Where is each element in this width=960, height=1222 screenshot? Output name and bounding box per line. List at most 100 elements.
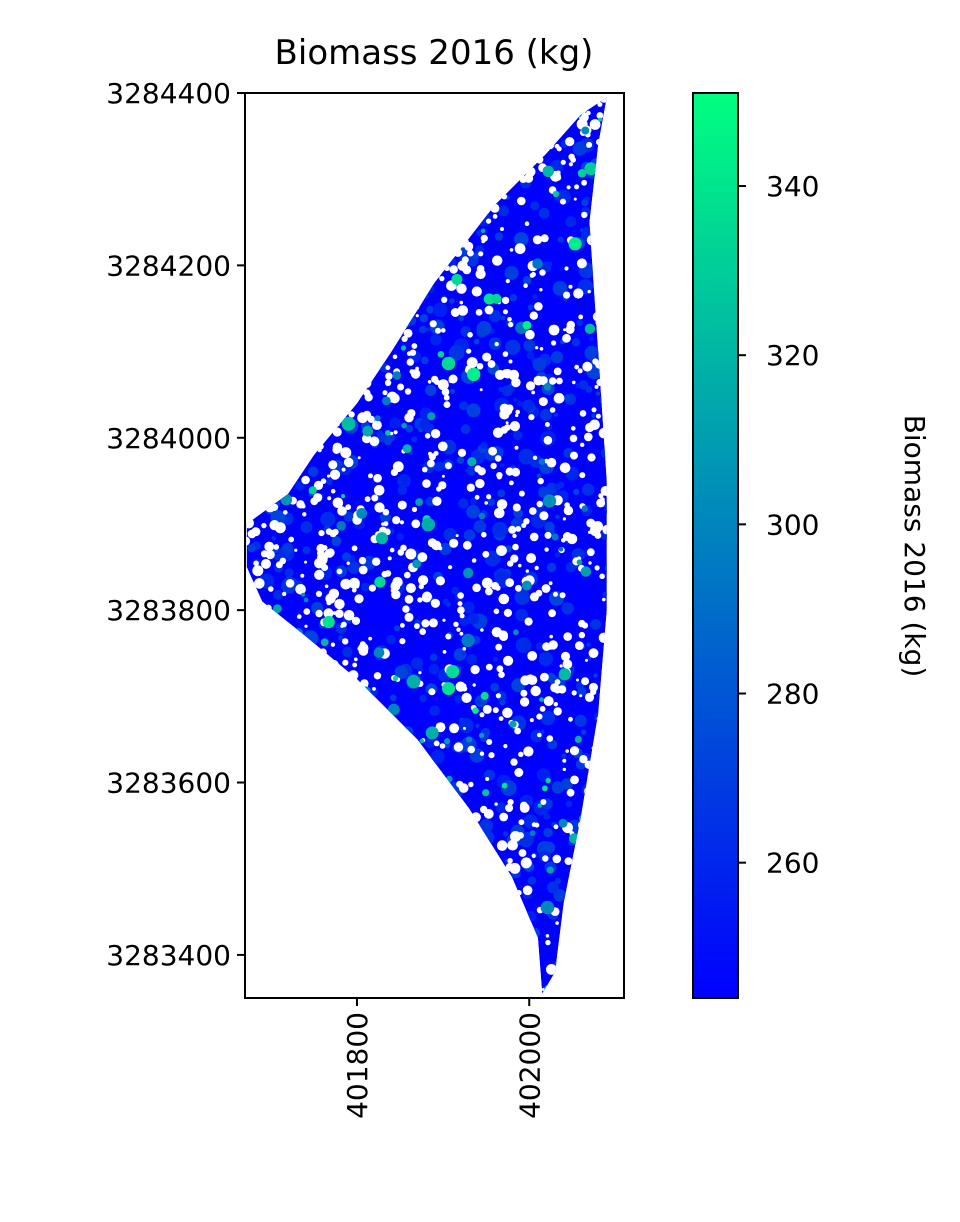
biomass-cell [345,373,358,386]
nodata-cell [373,484,385,496]
nodata-cell [308,278,316,286]
nodata-cell [379,956,383,960]
biomass-cell [407,316,417,326]
biomass-cell [292,383,307,398]
nodata-cell [327,474,331,478]
nodata-cell [600,797,606,803]
biomass-cell [563,394,571,402]
nodata-cell [557,685,567,694]
biomass-cell [298,198,307,206]
nodata-cell [618,798,624,804]
nodata-cell [522,885,533,896]
nodata-cell [479,388,483,392]
nodata-cell [451,959,462,970]
nodata-cell [335,609,344,618]
nodata-cell [247,298,255,307]
nodata-cell [548,377,557,385]
biomass-cell [246,168,257,179]
nodata-cell [301,268,305,273]
nodata-cell [285,873,294,881]
nodata-cell [338,130,346,138]
biomass-cell [479,819,494,833]
nodata-cell [528,414,535,421]
biomass-cell [269,810,279,820]
nodata-cell [260,702,271,713]
nodata-cell [246,151,253,158]
nodata-cell [320,814,328,822]
nodata-cell [491,932,500,941]
nodata-cell [396,225,406,236]
nodata-cell [336,568,343,575]
nodata-cell [258,155,268,166]
nodata-cell [616,736,624,744]
nodata-cell [592,311,603,322]
nodata-cell [328,127,334,133]
nodata-cell [264,679,271,686]
biomass-cell [530,201,540,211]
biomass-cell [434,242,442,249]
biomass-cell [532,294,538,300]
biomass-cell [606,504,607,520]
biomass-cell [312,656,323,667]
nodata-cell [539,706,546,712]
nodata-cell [336,949,347,960]
nodata-cell [570,156,576,163]
nodata-cell [339,398,348,407]
nodata-cell [381,522,385,526]
nodata-cell [603,982,607,989]
nodata-cell [346,97,355,101]
biomass-cell [494,137,501,145]
nodata-cell [464,241,474,251]
nodata-cell [482,704,492,714]
biomass-cell-high [340,494,346,499]
nodata-cell [343,610,355,621]
nodata-cell [514,727,521,735]
biomass-cell [294,696,300,703]
nodata-cell [294,794,304,805]
nodata-cell [319,648,327,656]
nodata-cell [251,491,257,497]
biomass-cell [333,166,338,172]
biomass-cell [462,601,475,614]
nodata-cell [610,512,616,518]
nodata-cell [298,870,307,879]
nodata-cell [371,245,377,251]
nodata-cell [294,548,298,552]
nodata-cell [354,715,363,724]
nodata-cell [442,618,446,622]
nodata-cell [318,932,324,938]
biomass-cell [413,150,426,163]
biomass-cell-high [353,725,362,735]
nodata-cell [603,427,607,437]
biomass-cell [373,859,382,868]
biomass-cell-high [491,974,503,985]
nodata-cell [318,530,325,537]
biomass-cell-high [267,466,274,473]
nodata-cell [348,971,356,978]
nodata-cell [569,947,578,957]
nodata-cell [321,869,326,875]
nodata-cell [320,828,325,833]
nodata-cell [265,550,275,560]
biomass-cell-high [441,356,456,371]
biomass-cell [609,320,620,331]
biomass-cell-high [374,576,386,588]
nodata-cell [331,385,340,395]
nodata-cell [616,491,624,499]
nodata-cell [414,936,421,943]
nodata-cell [271,262,281,272]
biomass-cell-high [555,959,562,966]
nodata-cell [411,248,416,253]
biomass-cell-high [288,215,300,227]
nodata-cell [560,936,569,944]
nodata-cell [354,594,364,604]
nodata-cell [484,305,494,315]
nodata-cell [585,422,595,433]
nodata-cell [334,598,345,610]
nodata-cell [280,186,289,195]
nodata-cell [495,693,501,699]
biomass-cell [433,972,445,984]
biomass-cell-high [540,900,555,915]
nodata-cell [373,672,382,680]
biomass-cell [515,608,528,622]
